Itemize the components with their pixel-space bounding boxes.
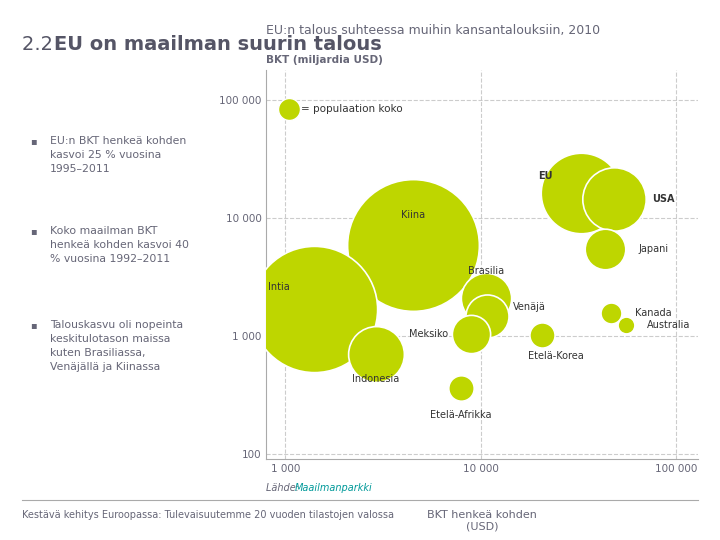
Text: = populaation koko: = populaation koko bbox=[301, 104, 402, 113]
Text: Australia: Australia bbox=[647, 320, 690, 330]
Point bbox=[608, 194, 620, 203]
Text: Kanada: Kanada bbox=[634, 307, 671, 318]
Point bbox=[370, 349, 382, 358]
Point bbox=[465, 329, 477, 338]
Point bbox=[408, 241, 419, 249]
Text: USA: USA bbox=[652, 194, 675, 204]
Text: BKT (miljardia USD): BKT (miljardia USD) bbox=[266, 55, 383, 65]
Point bbox=[481, 294, 492, 302]
Point bbox=[482, 312, 493, 320]
Point bbox=[536, 330, 547, 339]
Text: ▪: ▪ bbox=[30, 320, 37, 330]
Text: Etelä-Korea: Etelä-Korea bbox=[528, 351, 584, 361]
Text: ▪: ▪ bbox=[30, 136, 37, 146]
Point bbox=[605, 308, 616, 317]
Text: Japani: Japani bbox=[639, 244, 669, 254]
Text: BKT henkeä kohden
(USD): BKT henkeä kohden (USD) bbox=[428, 510, 537, 531]
Text: Brasilia: Brasilia bbox=[469, 266, 505, 275]
Text: Talouskasvu oli nopeinta
keskitulotason maissa
kuten Brasiliassa,
Venäjällä ja K: Talouskasvu oli nopeinta keskitulotason … bbox=[50, 320, 183, 372]
Point bbox=[455, 383, 467, 392]
Text: Meksiko: Meksiko bbox=[409, 329, 449, 339]
Point bbox=[575, 189, 587, 198]
Text: Intia: Intia bbox=[268, 282, 289, 293]
Text: Etelä-Afrikka: Etelä-Afrikka bbox=[430, 410, 492, 420]
Point bbox=[621, 321, 632, 329]
Text: EU:n BKT henkeä kohden
kasvoi 25 % vuosina
1995–2011: EU:n BKT henkeä kohden kasvoi 25 % vuosi… bbox=[50, 136, 186, 174]
Text: Indonesia: Indonesia bbox=[352, 374, 400, 384]
Text: Maailmanparkki: Maailmanparkki bbox=[295, 483, 373, 494]
Text: 2.2: 2.2 bbox=[22, 35, 59, 54]
Point bbox=[308, 305, 320, 313]
Point bbox=[599, 245, 611, 253]
Text: EU:n talous suhteessa muihin kansantalouksiin, 2010: EU:n talous suhteessa muihin kansantalou… bbox=[266, 24, 600, 37]
Text: Lähde:: Lähde: bbox=[266, 483, 302, 494]
Text: Kestävä kehitys Euroopassa: Tulevaisuutemme 20 vuoden tilastojen valossa: Kestävä kehitys Euroopassa: Tulevaisuute… bbox=[22, 510, 394, 521]
Text: ▪: ▪ bbox=[30, 226, 37, 236]
Text: Koko maailman BKT
henkeä kohden kasvoi 40
% vuosina 1992–2011: Koko maailman BKT henkeä kohden kasvoi 4… bbox=[50, 226, 189, 264]
Point bbox=[284, 104, 295, 113]
Text: Venäjä: Venäjä bbox=[513, 302, 546, 312]
Text: EU on maailman suurin talous: EU on maailman suurin talous bbox=[54, 35, 382, 54]
Text: EU: EU bbox=[539, 171, 553, 181]
Text: Kiina: Kiina bbox=[401, 211, 425, 220]
